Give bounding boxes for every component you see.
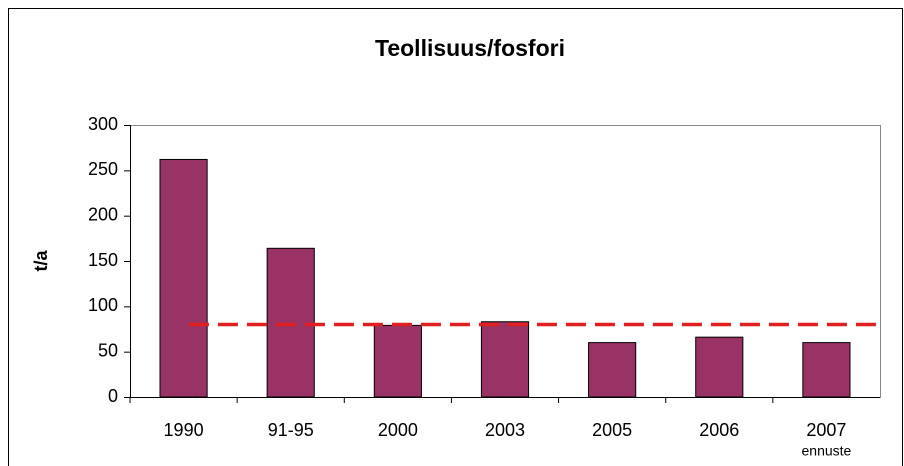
y-tick-label: 100 [88, 295, 118, 315]
y-tick-label: 0 [108, 386, 118, 406]
y-axis-label: t/a [31, 250, 51, 272]
bar [373, 324, 422, 398]
x-tick-label: 91-95 [268, 420, 314, 440]
y-tick-label: 200 [88, 204, 118, 224]
bar [159, 158, 208, 398]
x-tick-label: 2005 [592, 420, 632, 440]
chart-title: Teollisuus/fosfori [375, 35, 565, 61]
x-tick-label: 1990 [164, 420, 204, 440]
x-tick-label: 2007 [806, 420, 846, 440]
bar [802, 342, 851, 398]
x-tick-label: 2000 [378, 420, 418, 440]
bar [588, 342, 637, 398]
x-tick-label: 2003 [485, 420, 525, 440]
bar [266, 247, 315, 398]
y-tick-label: 50 [98, 340, 118, 360]
x-tick-note: ennuste [802, 443, 852, 459]
bar [695, 336, 744, 398]
y-tick-label: 150 [88, 250, 118, 270]
bar [480, 321, 530, 398]
y-tick-label: 250 [88, 159, 118, 179]
x-tick-label: 2006 [699, 420, 739, 440]
y-tick-label: 300 [88, 114, 118, 134]
